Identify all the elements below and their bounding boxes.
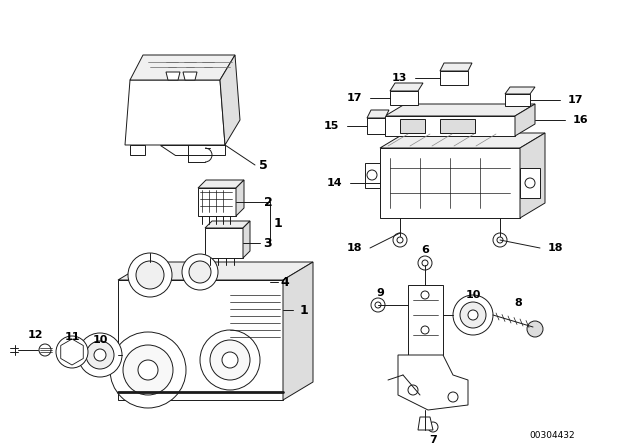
Polygon shape: [183, 72, 197, 80]
Text: 18: 18: [548, 243, 563, 253]
Circle shape: [448, 392, 458, 402]
Polygon shape: [418, 417, 433, 430]
Polygon shape: [198, 180, 244, 188]
Circle shape: [371, 298, 385, 312]
Circle shape: [39, 344, 51, 356]
Circle shape: [136, 261, 164, 289]
Polygon shape: [520, 133, 545, 218]
Circle shape: [393, 233, 407, 247]
Circle shape: [375, 302, 381, 308]
Circle shape: [138, 360, 158, 380]
Polygon shape: [118, 280, 283, 400]
Polygon shape: [505, 87, 535, 94]
Text: 17: 17: [346, 93, 362, 103]
Text: 6: 6: [421, 245, 429, 255]
Polygon shape: [160, 145, 225, 155]
Polygon shape: [166, 72, 180, 80]
Polygon shape: [243, 221, 250, 258]
Circle shape: [210, 340, 250, 380]
Text: 10: 10: [465, 290, 481, 300]
Text: 3: 3: [264, 237, 272, 250]
Circle shape: [123, 345, 173, 395]
Text: 15: 15: [324, 121, 339, 131]
Polygon shape: [125, 80, 225, 145]
Circle shape: [200, 330, 260, 390]
Text: 18: 18: [346, 243, 362, 253]
Text: 12: 12: [28, 330, 43, 340]
Polygon shape: [515, 104, 535, 136]
Circle shape: [421, 326, 429, 334]
Text: 1: 1: [274, 216, 282, 229]
Circle shape: [128, 253, 172, 297]
Circle shape: [56, 336, 88, 368]
Circle shape: [428, 422, 438, 432]
Circle shape: [422, 260, 428, 266]
Circle shape: [86, 341, 114, 369]
Polygon shape: [61, 339, 83, 365]
Text: 4: 4: [280, 276, 289, 289]
Circle shape: [110, 332, 186, 408]
Polygon shape: [236, 180, 244, 216]
Circle shape: [453, 295, 493, 335]
Text: 00304432: 00304432: [529, 431, 575, 439]
Circle shape: [408, 385, 418, 395]
Polygon shape: [385, 116, 515, 136]
Text: 9: 9: [376, 288, 384, 298]
Polygon shape: [283, 262, 313, 400]
Polygon shape: [205, 221, 250, 228]
Circle shape: [78, 333, 122, 377]
Circle shape: [421, 291, 429, 299]
Circle shape: [525, 178, 535, 188]
Text: 11: 11: [64, 332, 80, 342]
Text: 14: 14: [326, 178, 342, 188]
Polygon shape: [205, 228, 243, 258]
Polygon shape: [390, 83, 423, 91]
Circle shape: [367, 170, 377, 180]
Polygon shape: [130, 145, 145, 155]
Circle shape: [397, 237, 403, 243]
Circle shape: [94, 349, 106, 361]
Polygon shape: [367, 110, 389, 118]
Text: 10: 10: [92, 335, 108, 345]
Text: 8: 8: [514, 298, 522, 308]
Polygon shape: [440, 63, 472, 71]
Polygon shape: [408, 285, 443, 355]
Polygon shape: [380, 133, 545, 148]
Polygon shape: [440, 71, 468, 85]
Text: 17: 17: [568, 95, 584, 105]
Polygon shape: [130, 55, 235, 80]
Circle shape: [468, 310, 478, 320]
Polygon shape: [198, 188, 236, 216]
Polygon shape: [118, 262, 313, 280]
Circle shape: [493, 233, 507, 247]
Polygon shape: [385, 104, 535, 116]
Circle shape: [62, 342, 82, 362]
Text: 2: 2: [264, 195, 273, 208]
Polygon shape: [220, 55, 240, 145]
Text: 5: 5: [259, 159, 268, 172]
Polygon shape: [400, 119, 425, 133]
Circle shape: [527, 321, 543, 337]
Polygon shape: [398, 355, 468, 410]
Text: 13: 13: [392, 73, 407, 83]
Circle shape: [182, 254, 218, 290]
Polygon shape: [365, 163, 380, 188]
Circle shape: [418, 256, 432, 270]
Polygon shape: [440, 119, 475, 133]
Text: 7: 7: [429, 435, 437, 445]
Text: 16: 16: [573, 115, 589, 125]
Polygon shape: [380, 148, 520, 218]
Circle shape: [189, 261, 211, 283]
Polygon shape: [255, 272, 270, 297]
Polygon shape: [390, 91, 418, 105]
Circle shape: [497, 237, 503, 243]
Polygon shape: [367, 118, 385, 134]
Circle shape: [460, 302, 486, 328]
Polygon shape: [520, 168, 540, 198]
Text: 1: 1: [300, 303, 308, 316]
Polygon shape: [505, 94, 530, 106]
Circle shape: [222, 352, 238, 368]
